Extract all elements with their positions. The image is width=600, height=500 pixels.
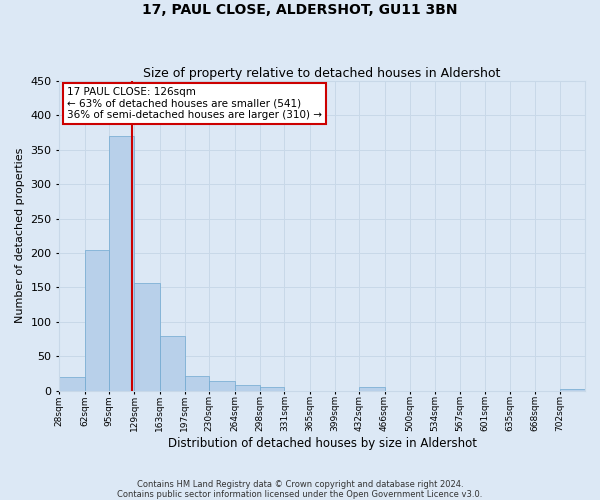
Bar <box>359 388 385 391</box>
X-axis label: Distribution of detached houses by size in Aldershot: Distribution of detached houses by size … <box>167 437 476 450</box>
Title: Size of property relative to detached houses in Aldershot: Size of property relative to detached ho… <box>143 66 501 80</box>
Bar <box>85 250 109 391</box>
Text: Contains HM Land Registry data © Crown copyright and database right 2024.
Contai: Contains HM Land Registry data © Crown c… <box>118 480 482 499</box>
Text: 17 PAUL CLOSE: 126sqm
← 63% of detached houses are smaller (541)
36% of semi-det: 17 PAUL CLOSE: 126sqm ← 63% of detached … <box>67 87 322 120</box>
Bar <box>185 376 209 391</box>
Text: 17, PAUL CLOSE, ALDERSHOT, GU11 3BN: 17, PAUL CLOSE, ALDERSHOT, GU11 3BN <box>142 2 458 16</box>
Bar <box>260 388 284 391</box>
Bar <box>235 386 260 391</box>
Bar <box>560 389 585 391</box>
Y-axis label: Number of detached properties: Number of detached properties <box>15 148 25 324</box>
Bar <box>160 336 185 391</box>
Bar <box>109 136 134 391</box>
Bar <box>59 377 85 391</box>
Bar <box>134 284 160 391</box>
Bar <box>209 382 235 391</box>
